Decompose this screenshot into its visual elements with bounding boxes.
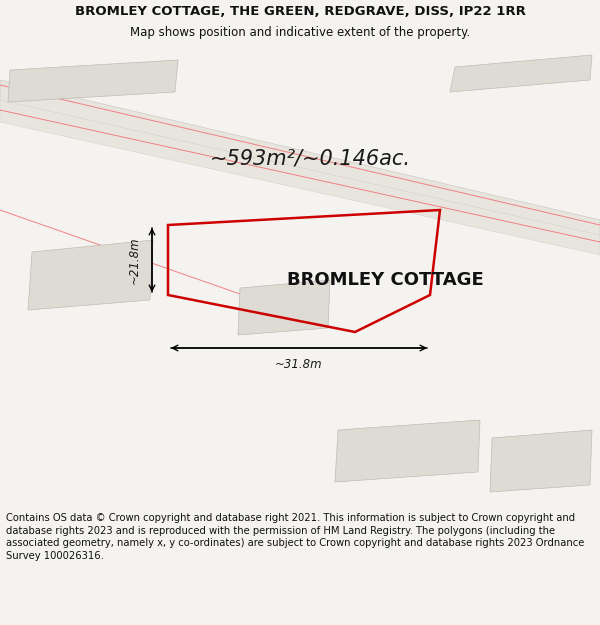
Text: ~21.8m: ~21.8m: [128, 236, 140, 284]
Text: ~31.8m: ~31.8m: [275, 357, 323, 371]
Text: Map shows position and indicative extent of the property.: Map shows position and indicative extent…: [130, 26, 470, 39]
Polygon shape: [490, 430, 592, 492]
Polygon shape: [0, 80, 600, 250]
Polygon shape: [8, 60, 178, 102]
Text: Contains OS data © Crown copyright and database right 2021. This information is : Contains OS data © Crown copyright and d…: [6, 514, 584, 561]
Polygon shape: [28, 240, 153, 310]
Text: ~593m²/~0.146ac.: ~593m²/~0.146ac.: [209, 148, 410, 168]
Text: BROMLEY COTTAGE, THE GREEN, REDGRAVE, DISS, IP22 1RR: BROMLEY COTTAGE, THE GREEN, REDGRAVE, DI…: [74, 5, 526, 18]
Polygon shape: [238, 280, 330, 335]
Polygon shape: [450, 55, 592, 92]
Polygon shape: [335, 420, 480, 482]
Text: BROMLEY COTTAGE: BROMLEY COTTAGE: [287, 271, 484, 289]
Polygon shape: [0, 100, 600, 255]
